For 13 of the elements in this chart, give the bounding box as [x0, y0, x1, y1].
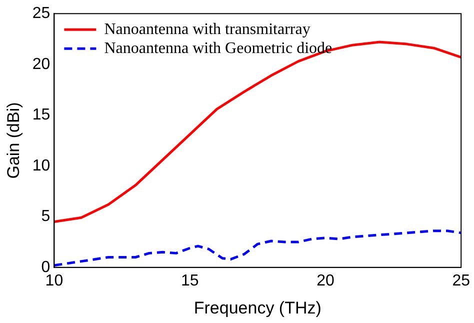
legend-label: Nanoantenna with Geometric diode [104, 40, 332, 57]
legend-label: Nanoantenna with transmitarray [104, 20, 310, 38]
y-tick-label: 15 [32, 106, 50, 124]
y-tick-label: 25 [32, 5, 50, 22]
y-tick-label: 0 [41, 258, 50, 276]
x-axis-title: Frequency (THz) [194, 298, 322, 318]
x-tick-label: 15 [180, 272, 199, 290]
y-axis-title: Gain (dBi) [4, 102, 23, 179]
y-tick-label: 10 [32, 157, 50, 174]
x-tick-label: 20 [316, 272, 334, 290]
x-tick-label: 25 [452, 272, 470, 290]
y-tick-label: 5 [41, 208, 50, 226]
y-tick-label: 20 [32, 56, 50, 73]
